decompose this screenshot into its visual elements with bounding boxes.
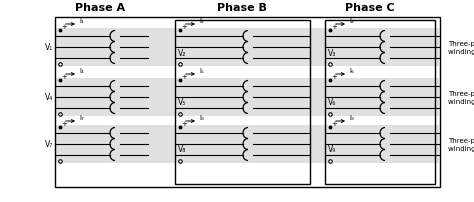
Bar xyxy=(56,125,439,163)
Text: V₂: V₂ xyxy=(178,48,186,57)
Text: I₇: I₇ xyxy=(79,115,84,120)
Bar xyxy=(56,79,439,116)
Text: I₄: I₄ xyxy=(79,68,84,74)
Text: +: + xyxy=(61,74,67,80)
Text: I₈: I₈ xyxy=(199,115,204,120)
Text: I₁: I₁ xyxy=(79,18,84,24)
Text: Three-phase
winding 3: Three-phase winding 3 xyxy=(448,137,474,151)
Text: V₈: V₈ xyxy=(178,145,186,154)
Text: Phase B: Phase B xyxy=(217,3,267,13)
Text: V₅: V₅ xyxy=(178,98,186,107)
Text: V₄: V₄ xyxy=(45,93,53,102)
Text: +: + xyxy=(331,74,337,80)
Bar xyxy=(56,29,439,67)
Text: +: + xyxy=(331,120,337,126)
Text: V₁: V₁ xyxy=(45,43,53,52)
Text: I₉: I₉ xyxy=(349,115,354,120)
Text: V₃: V₃ xyxy=(328,48,337,57)
Text: +: + xyxy=(331,24,337,30)
Text: Three-phase
winding 2: Three-phase winding 2 xyxy=(448,90,474,104)
Text: +: + xyxy=(61,24,67,30)
Text: +: + xyxy=(181,24,187,30)
Text: V₉: V₉ xyxy=(328,145,336,154)
Text: I₆: I₆ xyxy=(349,68,354,74)
Text: I₂: I₂ xyxy=(199,18,204,24)
Text: +: + xyxy=(181,74,187,80)
Text: I₅: I₅ xyxy=(199,68,204,74)
Bar xyxy=(55,18,440,187)
Text: +: + xyxy=(61,120,67,126)
Text: +: + xyxy=(181,120,187,126)
Text: V₇: V₇ xyxy=(45,140,53,149)
Text: Phase C: Phase C xyxy=(345,3,395,13)
Bar xyxy=(325,21,435,184)
Text: Phase A: Phase A xyxy=(75,3,125,13)
Text: I₃: I₃ xyxy=(349,18,354,24)
Text: V₆: V₆ xyxy=(328,98,337,107)
Text: Three-phase
winding 1: Three-phase winding 1 xyxy=(448,41,474,55)
Bar xyxy=(175,21,310,184)
